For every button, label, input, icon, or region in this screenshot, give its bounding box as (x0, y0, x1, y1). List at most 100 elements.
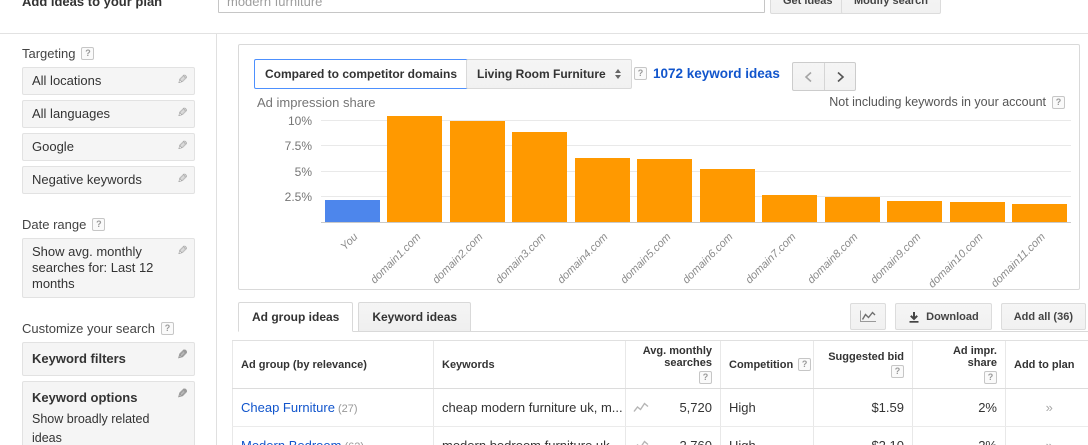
download-button[interactable]: Download (895, 303, 992, 330)
chevron-right-icon (836, 71, 844, 82)
bar-domain5.com[interactable] (637, 159, 693, 222)
chart-panel: Compared to competitor domains Living Ro… (238, 44, 1080, 291)
edit-pencil-icon[interactable]: ✎ (177, 138, 188, 153)
compare-dropdown[interactable]: Compared to competitor domains (254, 59, 484, 89)
keyword-count: (27) (337, 403, 358, 415)
help-icon[interactable]: ? (81, 47, 95, 60)
avg-monthly-searches-value: 5,720 (679, 400, 712, 415)
bar-domain1.com[interactable] (387, 115, 443, 222)
gridline (321, 195, 1071, 197)
y-axis-tick-label: 10% (287, 114, 312, 128)
bar-slot: domain3.com (493, 113, 572, 286)
sidebar-item-google[interactable]: Google ✎ (22, 133, 195, 161)
edit-pencil-icon[interactable]: ✎ (177, 386, 188, 401)
x-axis-label: domain2.com (430, 231, 486, 287)
add-to-plan-button[interactable]: » (1014, 438, 1085, 445)
sidebar-item-date-range[interactable]: Show avg. monthly searches for: Last 12 … (22, 238, 195, 298)
bar-domain2.com[interactable] (449, 121, 505, 222)
edit-pencil-icon[interactable]: ✎ (177, 171, 188, 186)
table-header-row: Ad group (by relevance) Keywords Avg. mo… (232, 340, 1088, 389)
help-icon[interactable]: ? (1052, 95, 1065, 109)
bar-slot: domain6.com (681, 113, 759, 286)
bar-domain7.com[interactable] (762, 194, 818, 222)
edit-pencil-icon[interactable]: ✎ (177, 72, 188, 87)
x-axis-label: domain9.com (868, 231, 924, 287)
x-axis-label: domain3.com (493, 231, 549, 287)
competition-cell: High (720, 426, 814, 445)
competition-cell: High (720, 388, 814, 427)
edit-pencil-icon[interactable]: ✎ (177, 347, 188, 362)
sidebar-item-all-locations[interactable]: All locations ✎ (22, 67, 195, 95)
date-range-title-label: Date range (22, 217, 87, 232)
tab-ad-group-ideas[interactable]: Ad group ideas (238, 302, 354, 332)
bar-domain4.com[interactable] (574, 158, 630, 222)
column-header-competition[interactable]: Competition? (720, 340, 814, 389)
x-axis-label: domain10.com (926, 231, 986, 291)
help-icon[interactable]: ? (634, 67, 647, 80)
ad-group-ideas-table: Ad group (by relevance) Keywords Avg. mo… (232, 340, 1088, 445)
bar-domain10.com[interactable] (949, 201, 1005, 222)
add-all-button[interactable]: Add all (36) (1000, 303, 1086, 330)
prev-page-button[interactable] (793, 63, 824, 90)
column-header-suggested-bid[interactable]: Suggested bid? (813, 340, 913, 389)
results-toolbar: Download Add all (36) (850, 303, 1086, 330)
help-icon[interactable]: ? (891, 365, 904, 378)
x-axis-label: domain6.com (680, 231, 736, 287)
help-icon[interactable]: ? (984, 371, 997, 384)
sidebar: Targeting ? All locations ✎ All language… (0, 34, 216, 445)
sidebar-item-all-languages[interactable]: All languages ✎ (22, 100, 195, 128)
sidebar-item-keyword-filters[interactable]: Keyword filters ✎ (22, 342, 195, 376)
edit-pencil-icon[interactable]: ✎ (177, 243, 188, 258)
column-header-ad-group[interactable]: Ad group (by relevance) (232, 340, 434, 389)
all-languages-label: All languages (32, 106, 111, 121)
sidebar-item-negative-keywords[interactable]: Negative keywords ✎ (22, 166, 195, 194)
table-row: Modern Bedroom(62) modern bedroom furnit… (232, 426, 1088, 445)
sidebar-item-keyword-options[interactable]: Keyword options Show broadly related ide… (22, 381, 195, 445)
next-page-button[interactable] (824, 63, 855, 90)
ad-group-link[interactable]: Modern Bedroom (241, 438, 341, 445)
customize-title-label: Customize your search (22, 321, 155, 336)
bar-domain3.com[interactable] (512, 132, 568, 222)
ad-group-link[interactable]: Cheap Furniture (241, 400, 335, 415)
avg-monthly-searches-cell: 5,720 (625, 388, 721, 427)
keyword-ideas-link[interactable]: 1072 keyword ideas (653, 66, 780, 81)
chart-view-button[interactable] (850, 303, 887, 330)
get-ideas-button[interactable]: Get ideas (770, 0, 846, 14)
help-icon[interactable]: ? (699, 371, 712, 384)
x-axis-label: domain4.com (555, 231, 611, 287)
trend-chart-icon[interactable] (633, 400, 649, 415)
x-axis-label: domain8.com (805, 231, 861, 287)
top-header: Add ideas to your plan Get ideas Modify … (0, 0, 1088, 34)
bar-chart-plot: 2.5% 5% 7.5% 10% You domain1.com domain2.com do… (285, 113, 1071, 291)
bar-domain9.com[interactable] (887, 200, 943, 222)
bar-domain11.com[interactable] (1012, 203, 1068, 222)
modify-search-button[interactable]: Modify search (841, 0, 941, 14)
tab-keyword-ideas[interactable]: Keyword ideas (358, 302, 472, 332)
column-header-keywords[interactable]: Keywords (433, 340, 626, 389)
bar-You[interactable] (324, 199, 380, 222)
gridline (321, 120, 1071, 121)
page-title: Add ideas to your plan (22, 0, 163, 9)
help-icon[interactable]: ? (160, 322, 174, 335)
bar-slot: domain8.com (806, 113, 884, 286)
column-header-avg-monthly-searches[interactable]: Avg. monthly searches? (625, 340, 721, 389)
search-input[interactable] (218, 0, 765, 13)
help-icon[interactable]: ? (92, 218, 106, 231)
adgroup-dropdown[interactable]: Living Room Furniture (466, 59, 632, 89)
trend-chart-icon[interactable] (633, 438, 649, 445)
add-all-label: Add all (36) (1013, 310, 1073, 323)
keywords-cell: cheap modern furniture uk, m... (433, 388, 626, 427)
add-to-plan-button[interactable]: » (1045, 400, 1053, 415)
x-axis-label: You (338, 231, 361, 253)
column-header-ad-impr-share[interactable]: Ad impr. share? (912, 340, 1006, 389)
line-chart-icon (860, 310, 877, 322)
edit-pencil-icon[interactable]: ✎ (177, 105, 188, 120)
chart-note-label: Not including keywords in your account (829, 95, 1046, 109)
download-label: Download (926, 310, 979, 323)
bar-slot: domain9.com (868, 113, 947, 286)
help-icon[interactable]: ? (798, 358, 812, 371)
y-axis-tick-label: 2.5% (284, 189, 312, 204)
google-label: Google (32, 139, 74, 154)
bar-domain8.com[interactable] (824, 196, 880, 222)
bar-domain6.com[interactable] (699, 169, 755, 222)
